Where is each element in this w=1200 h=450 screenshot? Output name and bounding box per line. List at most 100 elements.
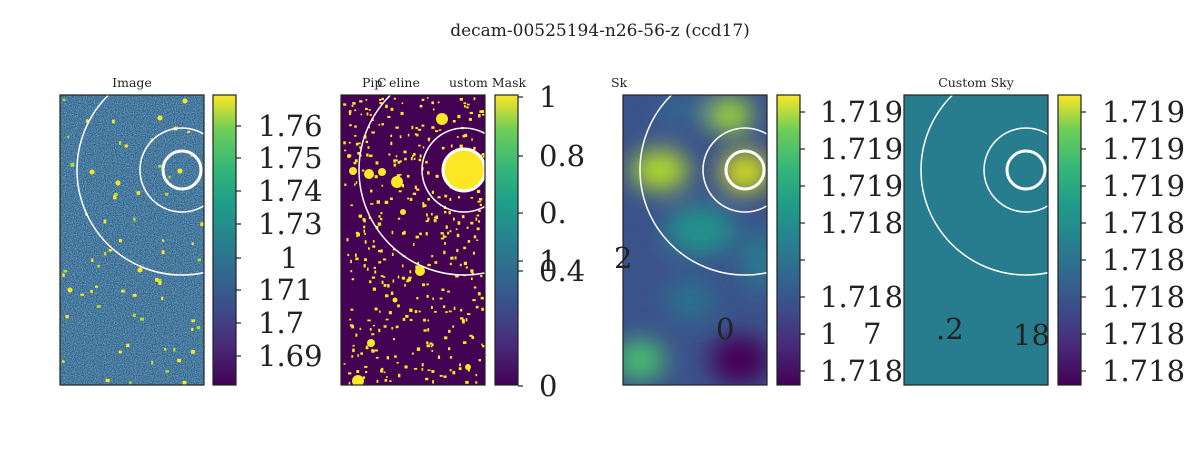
mask-pixel	[448, 310, 452, 313]
colorbar-tick-label: 1.718	[1102, 354, 1185, 388]
mask-pixel	[459, 97, 463, 101]
mask-pixel	[411, 154, 414, 157]
mask-pixel	[467, 369, 470, 372]
mask-pixel	[452, 325, 455, 328]
mask-pixel	[440, 237, 445, 240]
star-pixel	[118, 350, 122, 354]
mask-pixel	[380, 369, 384, 373]
mask-pixel	[368, 109, 371, 111]
mask-pixel	[434, 261, 438, 264]
colorbar-tick-label: 1.7	[258, 306, 304, 340]
mask-blob	[352, 375, 364, 385]
mask-pixel	[373, 266, 376, 269]
mask-pixel	[449, 369, 452, 372]
mask-pixel	[401, 276, 406, 280]
mask-pixel	[386, 356, 390, 360]
mask-pixel	[406, 279, 410, 282]
mask-pixel	[473, 235, 477, 239]
mask-pixel	[363, 229, 366, 233]
mask-pixel	[388, 311, 392, 315]
mask-pixel	[432, 297, 434, 300]
star-pixel	[151, 360, 154, 365]
mask-pixel	[372, 287, 376, 291]
mask-pixel	[463, 102, 467, 105]
star-pixel	[161, 296, 164, 301]
mask-pixel	[427, 217, 430, 221]
mask-pixel	[476, 214, 480, 217]
mask-pixel	[462, 134, 466, 138]
mask-pixel	[421, 98, 425, 101]
star-pixel	[124, 144, 128, 148]
mask-blob	[392, 297, 398, 303]
mask-pixel	[416, 188, 420, 191]
mask-pixel	[404, 283, 406, 287]
star-pixel	[164, 348, 167, 351]
mask-pixel	[416, 296, 419, 300]
mask-pixel	[380, 249, 383, 253]
star-pixel	[96, 305, 101, 308]
image-heatmap	[60, 95, 204, 385]
mask-pixel	[427, 138, 430, 142]
mask-blob	[364, 169, 374, 179]
mask-pixel	[414, 133, 417, 136]
colorbar-tick-label: 1.718	[1102, 280, 1185, 314]
mask-pixel	[379, 98, 382, 101]
mask-pixel	[460, 308, 463, 312]
mask-pixel	[406, 174, 410, 178]
colorbar-tick-label: 1.718	[1102, 317, 1185, 351]
colorbar-tick-label: 0.	[539, 196, 567, 230]
mask-pixel	[448, 210, 451, 215]
star-pixel	[165, 370, 169, 373]
mask-pixel	[470, 269, 474, 273]
mask-pixel	[473, 146, 476, 150]
mask-pixel	[453, 217, 455, 221]
mask-pixel	[449, 230, 452, 233]
mask-pixel	[448, 329, 451, 333]
mask-pixel	[458, 367, 462, 371]
mask-pixel	[445, 225, 448, 229]
mask-pixel	[445, 311, 448, 314]
mask-pixel	[471, 138, 473, 141]
mask-pixel	[466, 313, 471, 316]
star-pixel	[158, 281, 162, 285]
mask-pixel	[401, 264, 404, 268]
mask-pixel	[363, 225, 366, 229]
mask-pixel	[417, 128, 422, 131]
mask-pixel	[349, 324, 354, 327]
star-pixel	[158, 165, 163, 168]
mask-pixel	[355, 257, 359, 261]
mask-pixel	[427, 328, 430, 332]
mask-pixel	[344, 149, 347, 152]
mask-pixel	[439, 297, 443, 300]
mask-blob	[415, 266, 425, 276]
mask-pixel	[366, 153, 369, 157]
mask-pixel	[392, 338, 396, 341]
mask-pixel	[450, 144, 453, 148]
mask-pixel	[371, 349, 375, 353]
mask-pixel	[480, 296, 484, 300]
mask-pixel	[444, 336, 448, 340]
star-pixel	[191, 319, 195, 323]
mask-pixel	[465, 380, 469, 384]
mask-pixel	[365, 107, 368, 110]
mask-pixel	[370, 189, 373, 193]
star-pixel	[67, 135, 70, 139]
mask-pixel	[447, 290, 450, 293]
mask-pixel	[350, 270, 353, 273]
mask-pixel	[346, 238, 349, 242]
custom-sky-stray-label-2: 18	[1013, 318, 1050, 352]
mask-blob	[349, 167, 357, 175]
mask-pixel	[470, 277, 473, 280]
mask-pixel	[355, 142, 359, 146]
mask-pixel	[397, 161, 401, 164]
mask-pixel	[438, 129, 442, 131]
mask-pixel	[386, 375, 388, 378]
mask-pixel	[444, 235, 447, 238]
mask-pixel	[431, 191, 434, 194]
star-pixel	[114, 192, 118, 196]
mask-pixel	[402, 317, 406, 321]
colorbar-tick-label: 1.74	[258, 174, 323, 208]
colorbar-tick-label: 1.73	[258, 207, 323, 241]
star-pixel	[187, 130, 191, 133]
